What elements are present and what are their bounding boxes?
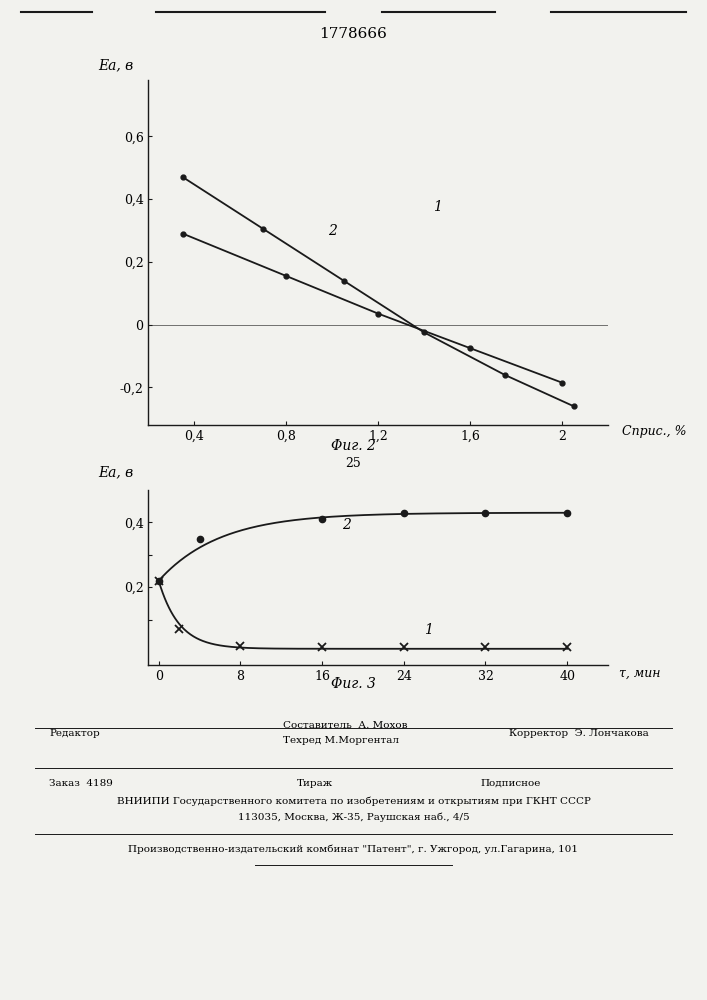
Text: 2: 2 <box>342 518 351 532</box>
Text: Техред М.Моргентал: Техред М.Моргентал <box>283 736 399 745</box>
Text: ВНИИПИ Государственного комитета по изобретениям и открытиям при ГКНТ СССР: ВНИИПИ Государственного комитета по изоб… <box>117 796 590 806</box>
Text: 25: 25 <box>346 457 361 470</box>
Text: Производственно-издательский комбинат "Патент", г. Ужгород, ул.Гагарина, 101: Производственно-издательский комбинат "П… <box>129 844 578 854</box>
Text: 1778666: 1778666 <box>320 27 387 41</box>
Text: Корректор  Э. Лончакова: Корректор Э. Лончакова <box>509 729 649 738</box>
Text: Редактор: Редактор <box>49 729 100 738</box>
Text: Составитель  А. Мохов: Составитель А. Мохов <box>283 721 407 730</box>
Text: Eа, в: Eа, в <box>98 465 133 479</box>
Text: 2: 2 <box>327 224 337 238</box>
Text: Eа, в: Eа, в <box>98 59 133 73</box>
Text: Подписное: Подписное <box>481 779 541 788</box>
Text: τ, мин: τ, мин <box>619 667 661 680</box>
Text: 1: 1 <box>433 200 443 214</box>
Text: Cприс., %: Cприс., % <box>621 425 686 438</box>
Text: Φиг. 2: Φиг. 2 <box>331 439 376 453</box>
Text: Тираж: Тираж <box>297 779 333 788</box>
Text: Заказ  4189: Заказ 4189 <box>49 779 113 788</box>
Text: 1: 1 <box>424 623 433 637</box>
Text: 113035, Москва, Ж-35, Раушская наб., 4/5: 113035, Москва, Ж-35, Раушская наб., 4/5 <box>238 812 469 822</box>
Text: Φиг. 3: Φиг. 3 <box>331 677 376 691</box>
